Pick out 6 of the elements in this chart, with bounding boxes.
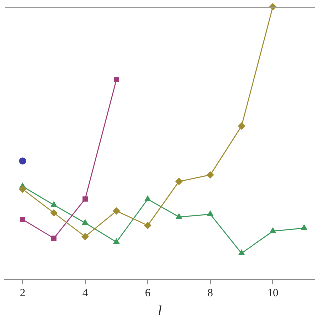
x-tick-label: 6 xyxy=(145,287,152,300)
x-tick-label: 2 xyxy=(20,287,26,300)
x-tick-label: 10 xyxy=(268,287,280,300)
x-tick-label: 4 xyxy=(82,287,89,300)
x-axis-title: l xyxy=(158,304,162,320)
x-tick-label: 8 xyxy=(208,287,214,300)
